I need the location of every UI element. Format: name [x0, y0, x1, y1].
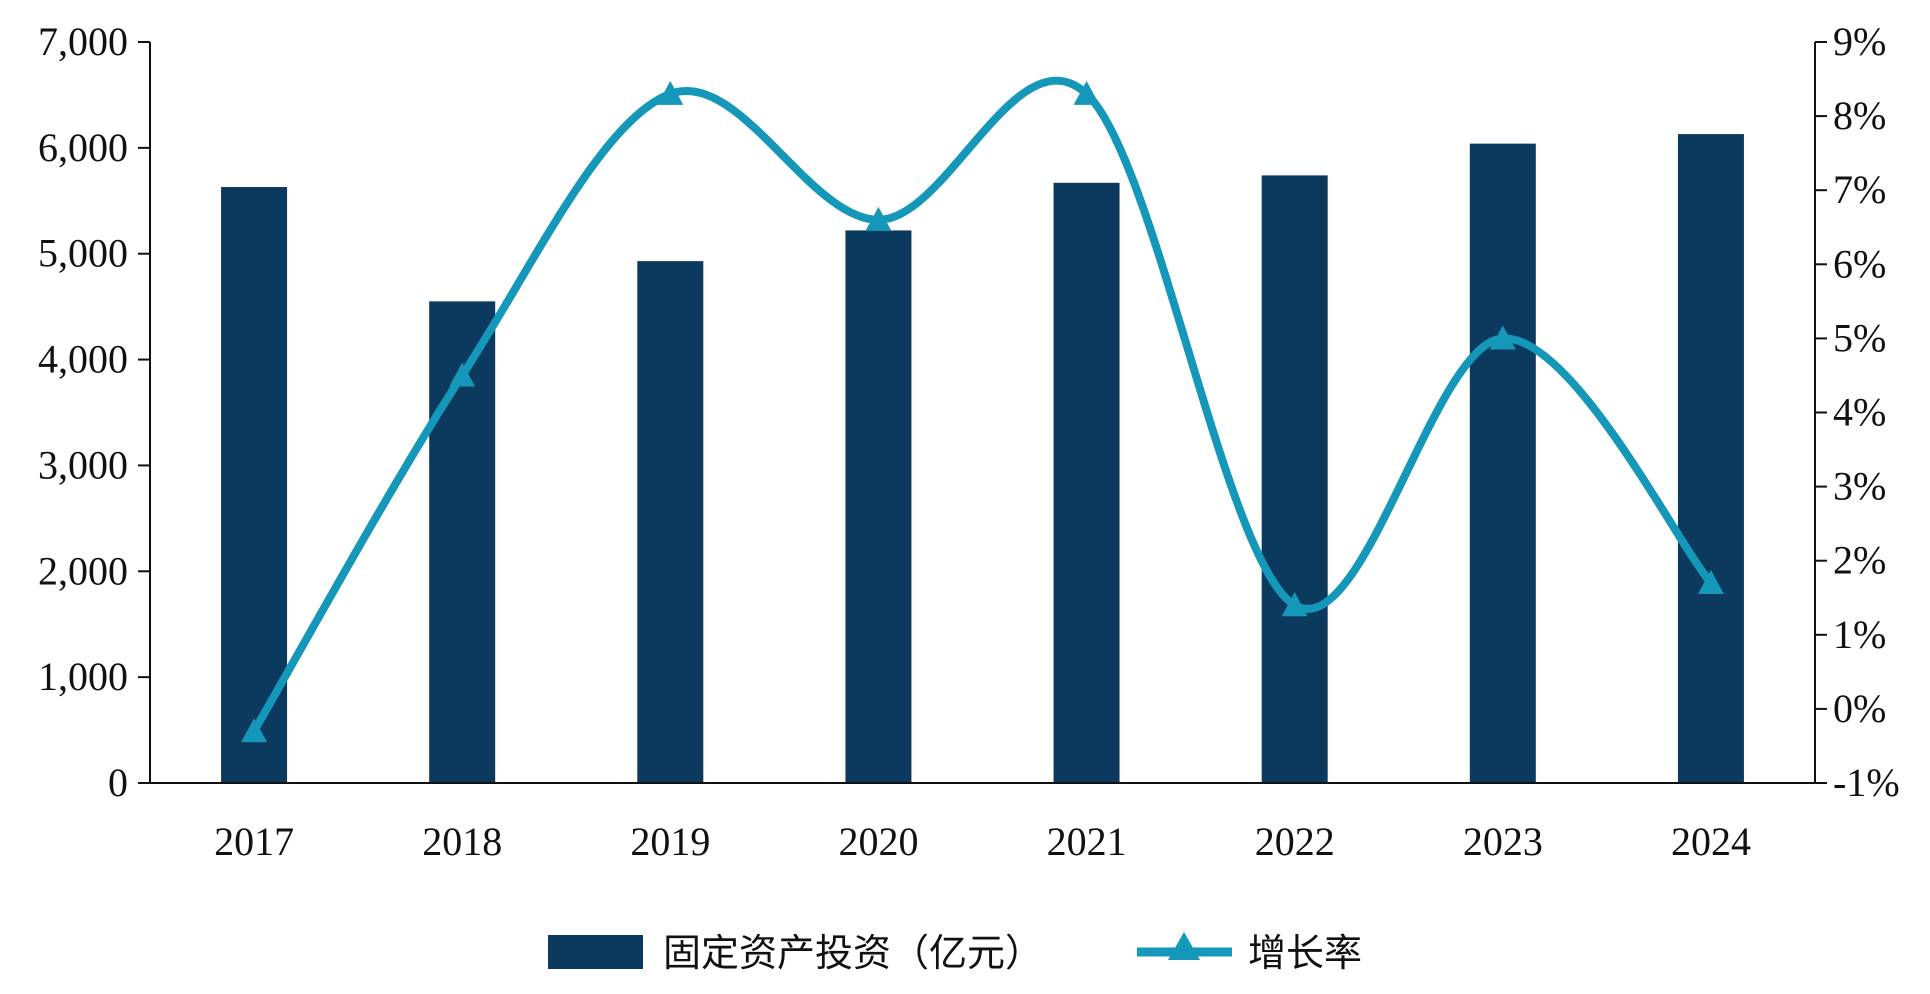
growth-line [250, 76, 1714, 734]
legend-line-label: 增长率 [1248, 931, 1362, 975]
y-right-tick-label: 8% [1833, 93, 1886, 138]
x-tick-label-2023: 2023 [1463, 819, 1543, 864]
bar-2024 [1677, 134, 1744, 784]
bar-2023 [1469, 143, 1536, 783]
y-left-tick-label: 6,000 [38, 125, 128, 170]
y-right-tick-label: 5% [1833, 315, 1886, 360]
growth-marker-2018 [449, 362, 476, 387]
y-right-tick-label: 3% [1833, 464, 1886, 509]
y-right-tick-label: 6% [1833, 241, 1886, 286]
growth-marker-2024 [1697, 569, 1724, 594]
growth-marker-2023 [1489, 325, 1516, 350]
y-left-tick-label: 3,000 [38, 442, 128, 487]
bar-2021 [1053, 182, 1120, 784]
x-tick-label-2022: 2022 [1255, 819, 1335, 864]
bar-series [221, 134, 1744, 784]
bar-2020 [845, 230, 912, 783]
y-right-tick-label: 4% [1833, 390, 1886, 435]
y-right-tick-label: 1% [1833, 612, 1886, 657]
x-tick-label-2020: 2020 [838, 819, 918, 864]
growth-marker-2022 [1281, 592, 1308, 617]
x-tick-label-2019: 2019 [630, 819, 710, 864]
y-right-tick-label: 2% [1833, 538, 1886, 583]
x-tick-label-2024: 2024 [1671, 819, 1751, 864]
tick-labels: 0 1,000 2,000 3,000 4,000 5,000 6,000 7,000 -1% 0… [38, 19, 1900, 864]
y-right-tick-label: 7% [1833, 167, 1886, 212]
y-left-tick-label: 0 [108, 760, 128, 805]
y-right-tick-label: 9% [1833, 19, 1886, 64]
bar-2017 [221, 187, 288, 783]
y-left-tick-label: 2,000 [38, 548, 128, 593]
legend-bar-label: 固定资产投资（亿元） [663, 931, 1043, 975]
legend-bar-swatch [548, 935, 643, 969]
bar-2019 [637, 261, 704, 784]
x-tick-label-2021: 2021 [1047, 819, 1127, 864]
growth-marker-2020 [865, 206, 892, 231]
bar-2022 [1261, 175, 1328, 783]
growth-marker-2017 [241, 718, 268, 743]
x-tick-label-2017: 2017 [214, 819, 294, 864]
growth-marker-2021 [1073, 80, 1100, 105]
y-left-tick-label: 7,000 [38, 19, 128, 64]
growth-marker-2019 [657, 80, 684, 105]
y-left-tick-label: 5,000 [38, 231, 128, 276]
y-left-tick-label: 1,000 [38, 654, 128, 699]
legend: 固定资产投资（亿元） 增长率 [548, 931, 1362, 975]
y-left-tick-label: 4,000 [38, 337, 128, 382]
growth-line-series [241, 76, 1724, 743]
y-right-tick-label: -1% [1833, 760, 1900, 805]
y-right-tick-label: 0% [1833, 686, 1886, 731]
x-tick-label-2018: 2018 [422, 819, 502, 864]
axes [138, 41, 1827, 784]
legend-triangle-marker [1168, 932, 1200, 960]
